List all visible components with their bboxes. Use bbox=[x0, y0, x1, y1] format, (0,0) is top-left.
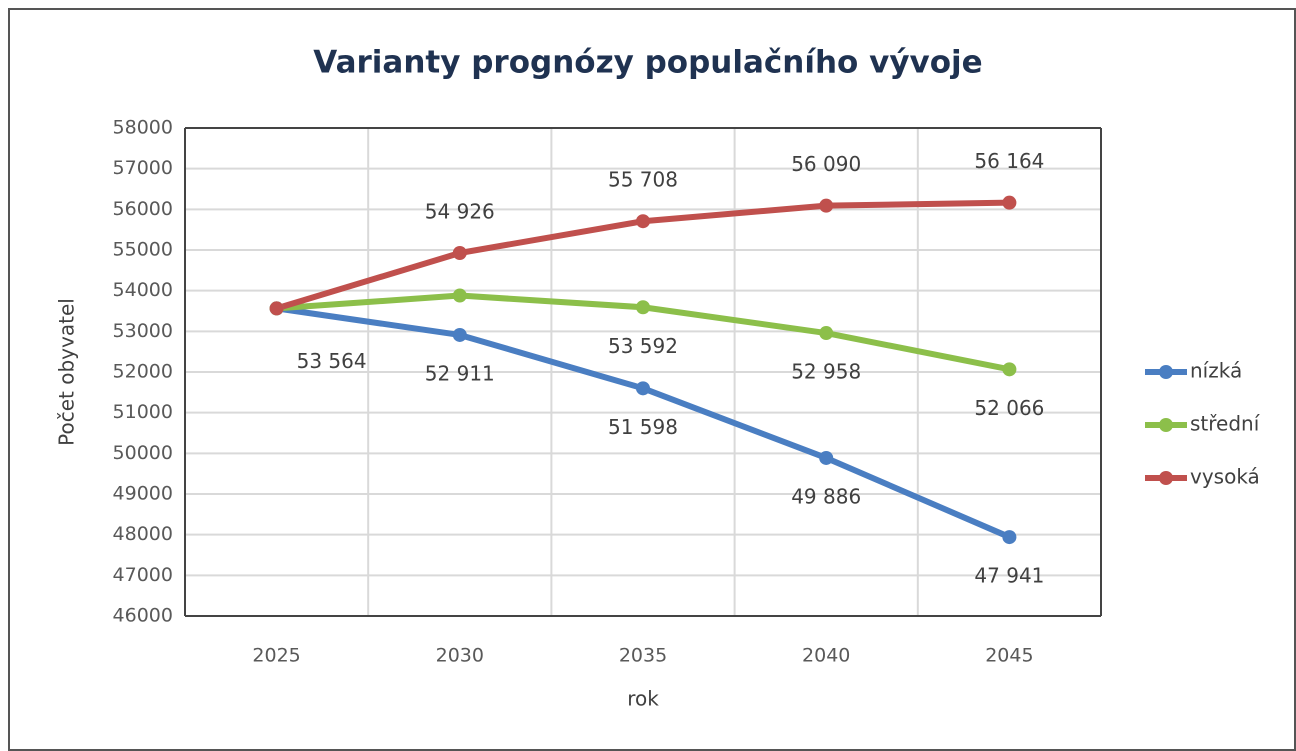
data-label: 53 564 bbox=[297, 349, 367, 373]
point-marker bbox=[1002, 195, 1017, 210]
x-axis-label: rok bbox=[627, 687, 659, 711]
y-tick-label: 56000 bbox=[113, 198, 173, 220]
data-label: 47 941 bbox=[974, 564, 1044, 588]
x-tick-label: 2030 bbox=[436, 645, 484, 667]
point-marker bbox=[636, 214, 650, 229]
chart-title: Varianty prognózy populačního vývoje bbox=[313, 45, 982, 81]
y-tick-label: 58000 bbox=[113, 117, 173, 139]
point-marker bbox=[819, 450, 834, 465]
data-label: 56 164 bbox=[974, 149, 1044, 173]
point-marker bbox=[636, 300, 650, 315]
chart-frame bbox=[8, 8, 1296, 751]
data-label: 54 926 bbox=[425, 200, 495, 224]
y-tick-label: 57000 bbox=[113, 157, 173, 179]
point-marker bbox=[452, 288, 467, 303]
point-marker bbox=[452, 327, 467, 342]
legend-label: střední bbox=[1190, 412, 1261, 436]
legend-marker bbox=[1159, 471, 1173, 485]
data-label: 55 708 bbox=[608, 168, 678, 192]
y-tick-label: 48000 bbox=[113, 523, 173, 545]
x-tick-label: 2045 bbox=[985, 645, 1033, 667]
point-marker bbox=[452, 246, 467, 261]
data-label: 52 911 bbox=[425, 361, 495, 385]
legend-label: nízká bbox=[1190, 359, 1242, 383]
x-tick-label: 2025 bbox=[252, 645, 300, 667]
y-tick-label: 55000 bbox=[113, 239, 173, 261]
data-label: 52 066 bbox=[974, 396, 1044, 420]
y-tick-label: 52000 bbox=[113, 361, 173, 383]
y-tick-label: 49000 bbox=[113, 483, 173, 505]
y-tick-label: 50000 bbox=[113, 442, 173, 464]
y-tick-label: 46000 bbox=[113, 605, 173, 627]
y-axis-label: Počet obyvatel bbox=[55, 298, 79, 446]
y-tick-label: 53000 bbox=[113, 320, 173, 342]
x-tick-label: 2035 bbox=[619, 645, 667, 667]
point-marker bbox=[819, 326, 834, 341]
x-tick-label: 2040 bbox=[802, 645, 850, 667]
data-label: 53 592 bbox=[608, 334, 678, 358]
data-label: 56 090 bbox=[791, 152, 861, 176]
legend-marker bbox=[1159, 418, 1173, 432]
data-label: 49 886 bbox=[791, 484, 861, 508]
y-tick-label: 54000 bbox=[113, 279, 173, 301]
point-marker bbox=[1002, 362, 1017, 377]
data-label: 51 598 bbox=[608, 415, 678, 439]
legend-marker bbox=[1159, 365, 1173, 379]
point-marker bbox=[269, 301, 284, 316]
y-tick-label: 47000 bbox=[113, 564, 173, 586]
y-tick-label: 51000 bbox=[113, 401, 173, 423]
point-marker bbox=[1002, 530, 1017, 545]
point-marker bbox=[636, 381, 650, 396]
data-label: 52 958 bbox=[791, 360, 861, 384]
point-marker bbox=[819, 198, 834, 213]
legend-label: vysoká bbox=[1190, 465, 1260, 489]
